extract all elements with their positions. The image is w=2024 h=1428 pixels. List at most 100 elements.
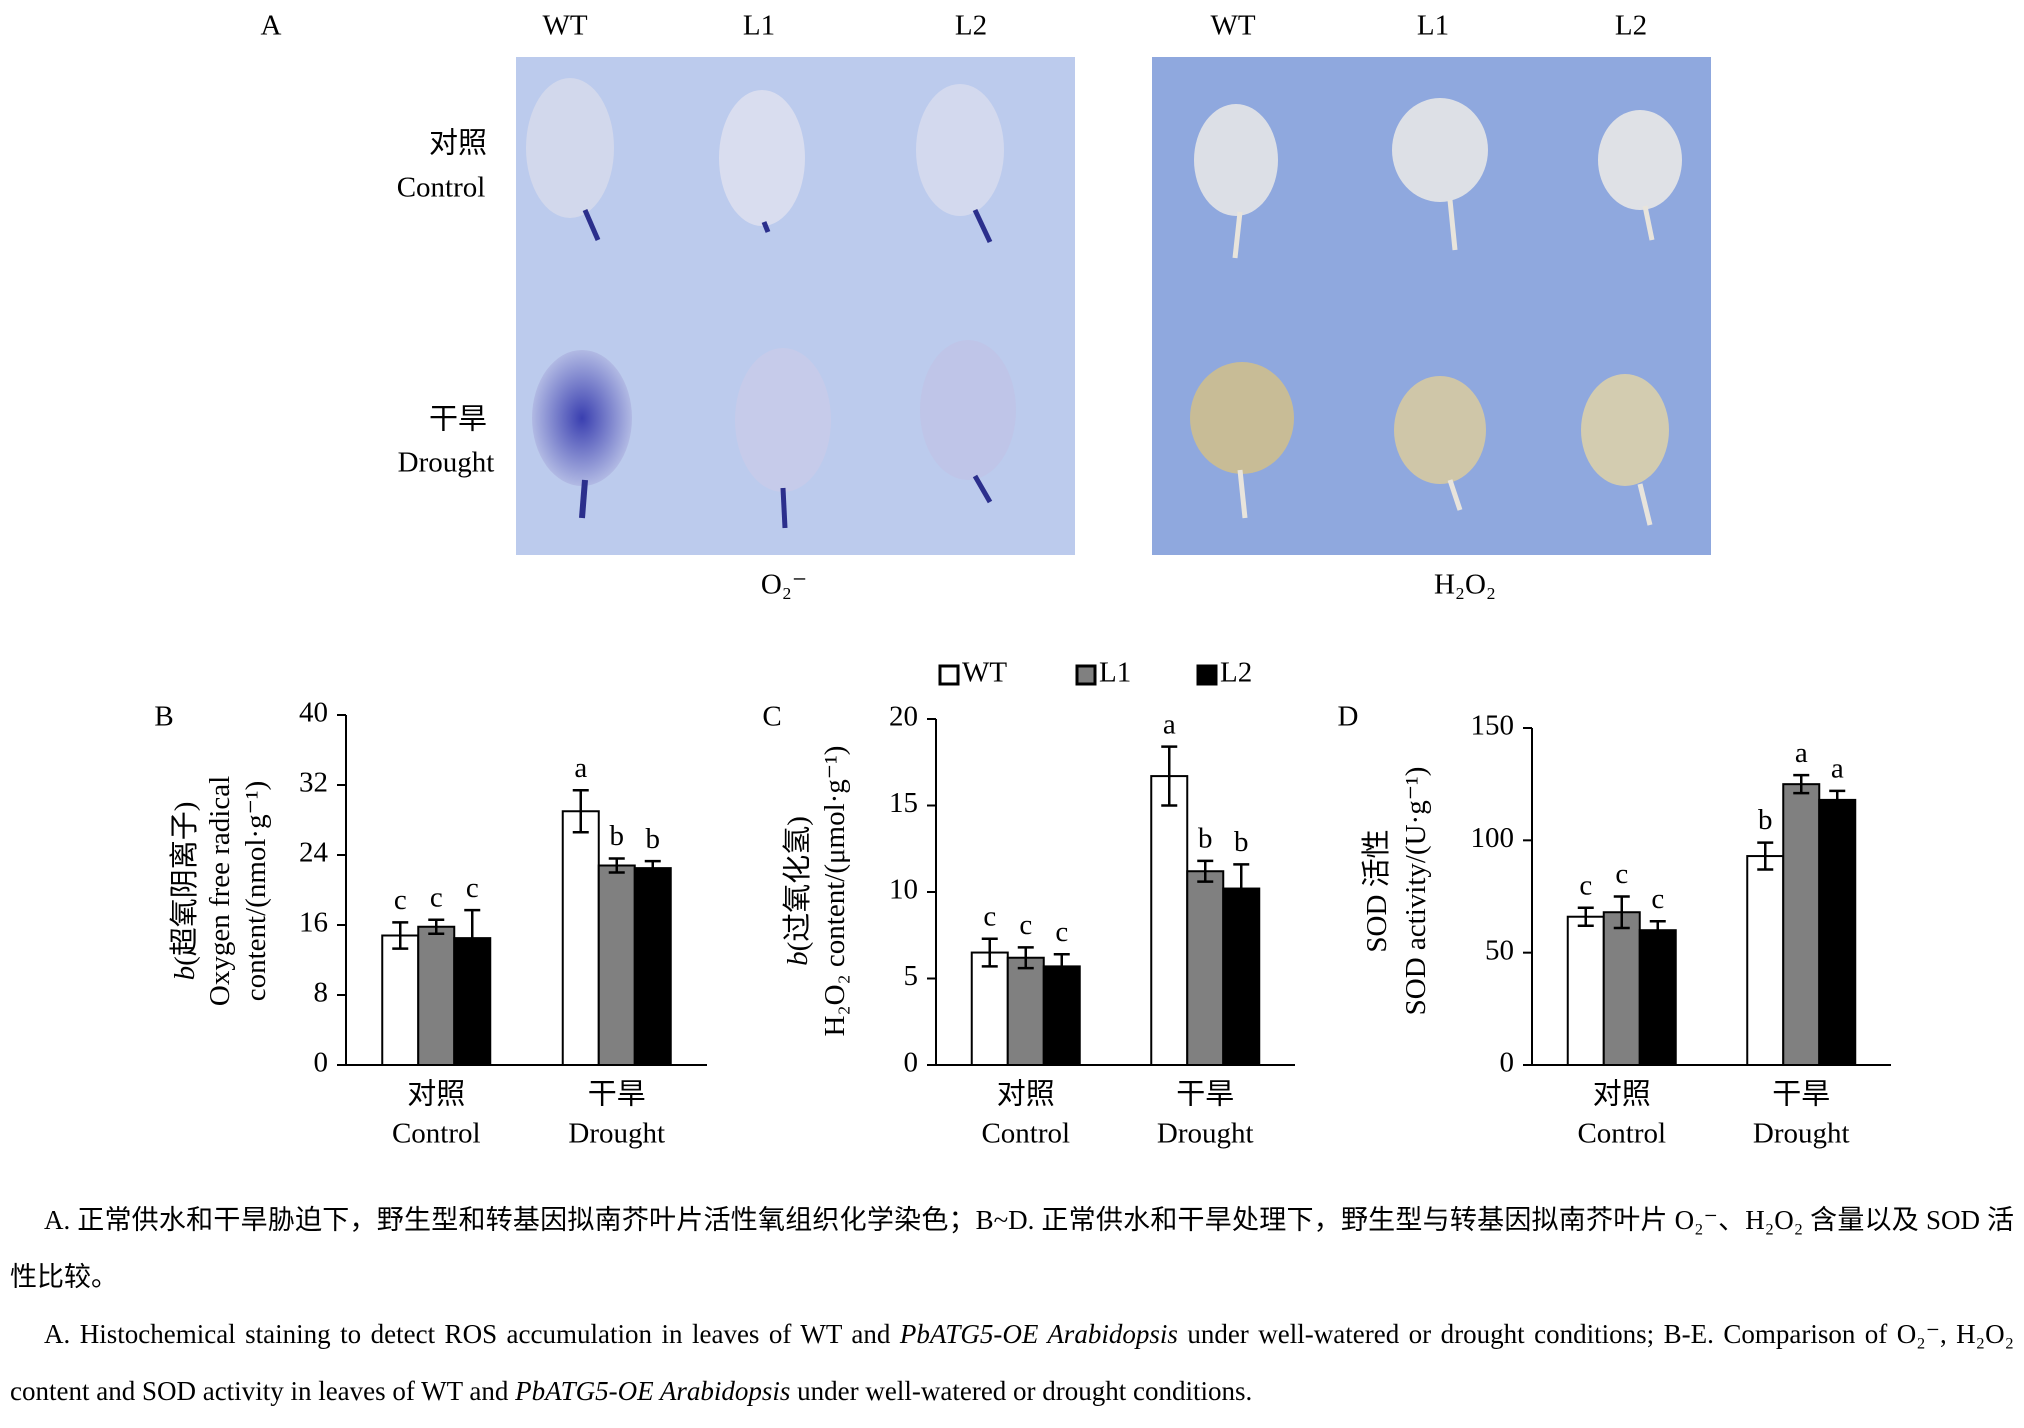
caption-text: PbATG5-OE Arabidopsis bbox=[515, 1376, 791, 1406]
error-bar bbox=[608, 857, 625, 874]
panel-label: B bbox=[154, 701, 173, 733]
panel-label: D bbox=[1338, 701, 1359, 733]
significance-letter: a bbox=[1831, 753, 1844, 785]
y-tick-label: 8 bbox=[314, 977, 329, 1009]
caption: A. 正常供水和干旱胁迫下，野生型和转基因拟南芥叶片活性氧组织化学染色；B~D.… bbox=[10, 1192, 2014, 1420]
caption-text: under well-watered or drought conditions… bbox=[10, 1319, 2015, 1406]
error-bar bbox=[1161, 745, 1178, 807]
y-tick-label: 10 bbox=[889, 874, 918, 906]
bar bbox=[1638, 929, 1677, 1067]
y-tick-label: 100 bbox=[1471, 822, 1515, 854]
y-tick-label: 20 bbox=[889, 701, 918, 733]
bar bbox=[597, 864, 636, 1066]
photo-caption: H₂O₂ bbox=[1434, 569, 1496, 601]
bar bbox=[1818, 798, 1857, 1066]
significance-letter: a bbox=[574, 752, 587, 784]
photo-caption: O₂⁻ bbox=[761, 569, 807, 601]
bar bbox=[633, 867, 672, 1066]
y-axis-label-part: (超氧阴离子) bbox=[168, 802, 201, 966]
significance-letter: c bbox=[1615, 858, 1628, 890]
legend-swatch bbox=[1075, 664, 1097, 686]
error-bar bbox=[1197, 859, 1214, 883]
caption-text: PbATG5-OE Arabidopsis bbox=[899, 1319, 1178, 1349]
y-axis-label: content/(nmol·g⁻¹) bbox=[240, 781, 272, 1002]
bar bbox=[381, 934, 420, 1066]
y-axis-label-part: SOD activity/(U·g⁻¹) bbox=[1400, 767, 1432, 1016]
x-tick-label: Control bbox=[981, 1118, 1070, 1150]
legend-swatch bbox=[938, 664, 960, 686]
y-tick-label: 0 bbox=[904, 1047, 919, 1079]
legend-label: WT bbox=[962, 657, 1007, 689]
significance-letter: c bbox=[1651, 883, 1664, 915]
significance-letter: c bbox=[394, 884, 407, 916]
x-tick-label: Drought bbox=[1753, 1118, 1850, 1150]
significance-letter: b bbox=[1234, 826, 1249, 858]
photo-column-label: WT bbox=[1210, 10, 1255, 42]
error-bar bbox=[1757, 841, 1774, 871]
significance-letter: c bbox=[983, 900, 996, 932]
significance-letter: b bbox=[1758, 804, 1773, 836]
error-bar bbox=[1613, 895, 1630, 930]
photo-column-label: L1 bbox=[743, 10, 775, 42]
error-bar bbox=[981, 937, 998, 968]
x-tick-label: 对照 bbox=[997, 1078, 1055, 1111]
x-tick-label: 对照 bbox=[407, 1078, 465, 1111]
error-bar bbox=[1829, 789, 1846, 811]
x-tick-label: Control bbox=[1577, 1118, 1666, 1150]
y-tick-label: 15 bbox=[889, 787, 918, 819]
significance-letter: a bbox=[1163, 708, 1176, 740]
error-bar bbox=[1793, 773, 1810, 795]
y-tick-label: 40 bbox=[299, 697, 328, 729]
y-axis-label-part: H₂O₂ content/(μmol·g⁻¹) bbox=[819, 746, 851, 1037]
y-tick-label: 16 bbox=[299, 907, 328, 939]
y-axis-label: b(过氧化氢) bbox=[781, 816, 814, 966]
significance-letter: a bbox=[1795, 737, 1808, 769]
y-axis-label: SOD activity/(U·g⁻¹) bbox=[1400, 767, 1432, 1016]
bar bbox=[1602, 911, 1641, 1067]
error-bar bbox=[644, 859, 661, 877]
bar bbox=[1746, 855, 1785, 1066]
x-tick-label: Drought bbox=[1157, 1118, 1254, 1150]
y-axis-label-part: b bbox=[169, 966, 201, 981]
y-axis-label-part: Oxygen free radical bbox=[204, 776, 236, 1006]
y-tick-label: 50 bbox=[1485, 934, 1514, 966]
significance-letter: c bbox=[1019, 909, 1032, 941]
significance-letter: b bbox=[610, 820, 625, 852]
caption-paragraph: A. Histochemical staining to detect ROS … bbox=[10, 1306, 2014, 1420]
y-axis-label-part: content/(nmol·g⁻¹) bbox=[240, 781, 272, 1002]
photo-row-label: 对照 bbox=[429, 127, 487, 160]
x-tick-label: 对照 bbox=[1593, 1078, 1651, 1111]
legend-label: L1 bbox=[1099, 657, 1131, 689]
photo-column-label: L1 bbox=[1417, 10, 1449, 42]
x-tick-label: Drought bbox=[568, 1118, 665, 1150]
bar bbox=[1042, 965, 1081, 1067]
photo-column-label: WT bbox=[542, 10, 587, 42]
error-bar bbox=[428, 918, 445, 935]
bar bbox=[1782, 783, 1821, 1067]
panel-label: A bbox=[261, 10, 282, 42]
significance-letter: c bbox=[430, 881, 443, 913]
y-axis-label-part: b bbox=[782, 951, 814, 966]
y-tick-label: 0 bbox=[1500, 1047, 1515, 1079]
x-tick-label: 干旱 bbox=[588, 1079, 646, 1111]
photo-column-label: L2 bbox=[1615, 10, 1647, 42]
leaves bbox=[526, 78, 1682, 529]
error-bar bbox=[464, 908, 481, 968]
photo-row-label: 干旱 bbox=[429, 404, 487, 436]
y-tick-label: 32 bbox=[299, 767, 328, 799]
bar bbox=[453, 937, 492, 1066]
y-axis-label: b(超氧阴离子) bbox=[168, 802, 201, 981]
bar bbox=[1566, 915, 1605, 1066]
legend-label: L2 bbox=[1220, 657, 1252, 689]
x-tick-label: 干旱 bbox=[1176, 1079, 1234, 1111]
y-axis-label: Oxygen free radical bbox=[204, 776, 236, 1006]
significance-letter: b bbox=[1198, 823, 1213, 855]
figure: A WT L1 L2 WT L1 L2 对照 Control 干旱 Drough… bbox=[154, 10, 1891, 1150]
bar bbox=[1006, 956, 1045, 1066]
bar bbox=[1150, 775, 1189, 1067]
caption-text: A. 正常供水和干旱胁迫下，野生型和转基因拟南芥叶片活性氧组织化学染色；B~D.… bbox=[10, 1205, 2014, 1292]
significance-letter: c bbox=[1579, 869, 1592, 901]
y-tick-label: 0 bbox=[314, 1047, 329, 1079]
y-tick-label: 24 bbox=[299, 837, 329, 869]
